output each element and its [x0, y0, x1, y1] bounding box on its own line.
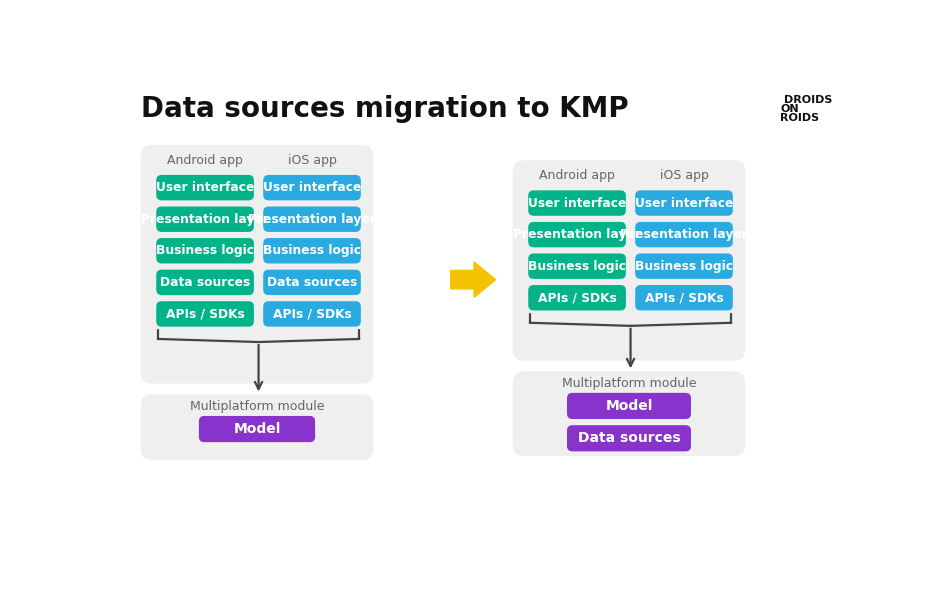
Text: User interface: User interface [528, 197, 626, 209]
FancyBboxPatch shape [528, 222, 626, 248]
FancyBboxPatch shape [156, 175, 254, 200]
FancyBboxPatch shape [528, 190, 626, 216]
FancyBboxPatch shape [528, 254, 626, 279]
Text: Presentation layer: Presentation layer [248, 213, 376, 225]
FancyBboxPatch shape [263, 301, 361, 327]
Text: APIs / SDKs: APIs / SDKs [538, 291, 617, 304]
FancyBboxPatch shape [528, 285, 626, 310]
FancyBboxPatch shape [567, 425, 691, 451]
Text: Multiplatform module: Multiplatform module [562, 377, 697, 390]
FancyBboxPatch shape [512, 160, 745, 361]
Text: Model: Model [605, 399, 652, 413]
Text: APIs / SDKs: APIs / SDKs [273, 307, 352, 321]
Text: Android app: Android app [540, 169, 615, 182]
Text: APIs / SDKs: APIs / SDKs [165, 307, 244, 321]
Text: DROIDS: DROIDS [784, 95, 833, 105]
FancyBboxPatch shape [156, 270, 254, 295]
Text: Business logic: Business logic [156, 245, 254, 257]
Text: Data sources: Data sources [160, 276, 250, 289]
FancyArrow shape [451, 262, 495, 297]
FancyBboxPatch shape [156, 206, 254, 232]
Text: User interface: User interface [263, 181, 361, 194]
FancyBboxPatch shape [263, 270, 361, 295]
Text: iOS app: iOS app [288, 154, 337, 167]
Text: Presentation layer: Presentation layer [620, 228, 748, 241]
Text: User interface: User interface [634, 197, 733, 209]
FancyBboxPatch shape [156, 238, 254, 264]
FancyBboxPatch shape [263, 206, 361, 232]
FancyBboxPatch shape [635, 222, 733, 248]
Text: Presentation layer: Presentation layer [141, 213, 269, 225]
Text: ON: ON [780, 104, 799, 114]
Text: Multiplatform module: Multiplatform module [190, 400, 324, 413]
Text: Data sources migration to KMP: Data sources migration to KMP [141, 94, 628, 123]
FancyBboxPatch shape [156, 301, 254, 327]
Text: Model: Model [233, 422, 281, 436]
FancyBboxPatch shape [141, 145, 373, 383]
FancyBboxPatch shape [635, 285, 733, 310]
FancyBboxPatch shape [141, 395, 373, 460]
Text: ROIDS: ROIDS [780, 114, 820, 123]
Text: User interface: User interface [156, 181, 254, 194]
FancyBboxPatch shape [199, 416, 315, 442]
Text: iOS app: iOS app [660, 169, 709, 182]
FancyBboxPatch shape [263, 238, 361, 264]
Text: APIs / SDKs: APIs / SDKs [645, 291, 724, 304]
Text: Presentation layer: Presentation layer [513, 228, 641, 241]
FancyBboxPatch shape [567, 393, 691, 419]
Text: Data sources: Data sources [267, 276, 357, 289]
Text: Data sources: Data sources [578, 431, 681, 446]
Text: Business logic: Business logic [263, 245, 361, 257]
FancyBboxPatch shape [635, 254, 733, 279]
FancyBboxPatch shape [512, 371, 745, 456]
FancyBboxPatch shape [263, 175, 361, 200]
Text: Business logic: Business logic [635, 260, 733, 273]
Text: Business logic: Business logic [528, 260, 626, 273]
FancyBboxPatch shape [635, 190, 733, 216]
Text: Android app: Android app [167, 154, 243, 167]
